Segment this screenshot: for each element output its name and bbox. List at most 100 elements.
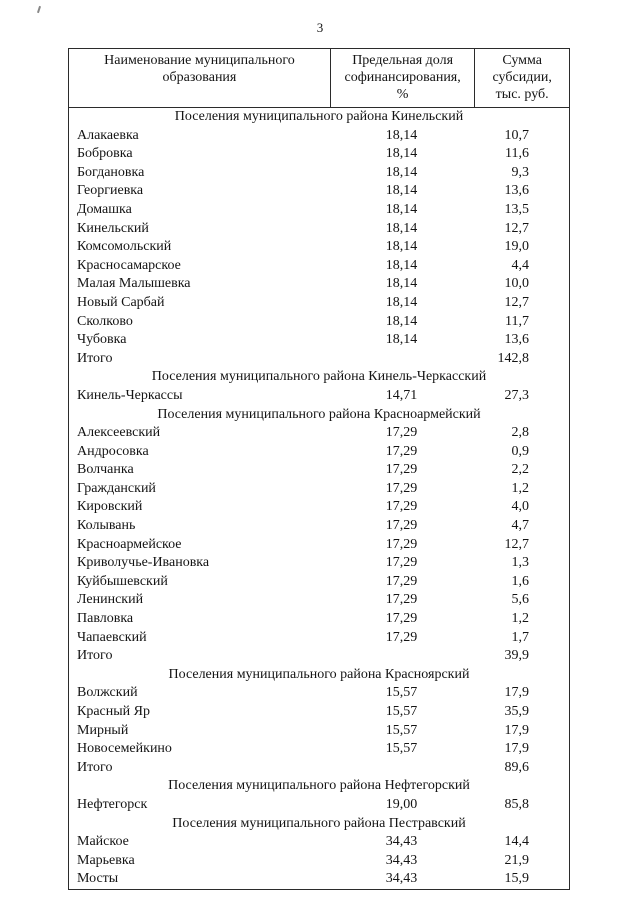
cofinancing-share-value: 34,43 [385,852,418,868]
subsidy-sum-value: 1,3 [511,555,530,571]
subsidy-sum-value: 27,3 [504,387,530,403]
cofinancing-share-value: 17,29 [385,592,418,608]
subsidy-sum-value: 2,2 [511,462,530,478]
section-title-row: Поселения муниципального района Красноар… [157,406,481,422]
subsidy-sum-value: 4,7 [511,518,530,534]
municipality-name: Кинель-Черкассы [77,387,183,403]
subsidy-sum-value: 9,3 [511,164,530,180]
page-number: 3 [316,20,324,35]
subsidy-sum-value: 19,0 [504,239,530,255]
cofinancing-share-value: 18,14 [385,220,418,236]
total-row: Итого 39,9 [69,647,569,666]
data-row: Мосты 34,43 15,9 [69,870,569,889]
municipality-name: Новый Сарбай [77,294,165,310]
cofinancing-share-value: 17,29 [385,611,418,627]
cofinancing-share-value: 18,14 [385,257,418,273]
municipality-name: Волжский [77,685,138,701]
total-row: Итого 89,6 [69,759,569,778]
subsidy-sum-value: 13,5 [504,201,530,217]
cofinancing-share-value: 17,29 [385,629,418,645]
data-row: Богдановка 18,14 9,3 [69,164,569,183]
municipality-name: Домашка [77,201,132,217]
data-row: Волчанка 17,29 2,2 [69,461,569,480]
data-row: Красноармейское 17,29 12,7 [69,536,569,555]
cofinancing-share-value: 15,57 [385,685,418,701]
data-row: Сколково 18,14 11,7 [69,313,569,332]
municipality-name: Кировский [77,499,143,515]
municipality-name: Андросовка [77,443,149,459]
data-row: Мирный 15,57 17,9 [69,722,569,741]
municipality-name: Богдановка [77,164,145,180]
section-title-row: Поселения муниципального района Кинельск… [174,109,464,124]
data-row: Майское 34,43 14,4 [69,833,569,852]
cofinancing-share-value: 17,29 [385,573,418,589]
data-row: Волжский 15,57 17,9 [69,684,569,703]
scan-artifact [36,5,42,14]
data-row: Колывань 17,29 4,7 [69,517,569,536]
subsidy-sum-value: 35,9 [504,704,530,719]
cofinancing-share-value: 17,29 [385,480,418,496]
data-row: Красносамарское 18,14 4,4 [69,257,569,276]
data-row: Чапаевский 17,29 1,7 [69,629,569,648]
header-cofinancing-share: Предельная доля софинансирования, % [329,49,474,107]
data-row: Гражданский 17,29 1,2 [69,480,569,499]
cofinancing-share-value: 15,57 [385,722,418,738]
data-row: Андросовка 17,29 0,9 [69,443,569,462]
subsidy-sum-value: 11,7 [505,313,529,329]
municipality-name: Колывань [77,518,136,534]
municipality-name: Криволучье-Ивановка [77,555,210,571]
subsidy-sum-value: 1,2 [511,611,530,627]
cofinancing-share-value: 18,14 [385,332,418,348]
data-row: Кинельский 18,14 12,7 [69,220,569,239]
subsidy-sum-value: 2,8 [511,425,530,441]
municipality-name: Георгиевка [77,183,144,199]
municipality-name: Итого [77,759,113,775]
municipality-name: Комсомольский [77,239,172,255]
data-row: Криволучье-Ивановка 17,29 1,3 [69,554,569,573]
data-row: Домашка 18,14 13,5 [69,201,569,220]
header-subsidy-sum: Сумма субсидии, тыс. руб. [474,49,569,107]
municipality-name: Волчанка [77,462,134,478]
data-row: Новый Сарбай 18,14 12,7 [69,294,569,313]
municipality-name: Марьевка [77,852,135,868]
municipality-name: Ленинский [77,592,144,608]
municipality-name: Алакаевка [77,127,139,143]
data-row: Нефтегорск 19,00 85,8 [69,796,569,815]
subsidy-table: Наименование муниципального образования … [68,48,570,890]
subsidy-sum-value: 17,9 [504,722,530,738]
subsidy-sum-value: 4,4 [511,257,530,273]
total-row: Итого 142,8 [69,350,569,369]
table-header-row: Наименование муниципального образования … [68,48,570,108]
municipality-name: Малая Малышевка [77,276,191,292]
table-body: Поселения муниципального района Кинельск… [68,108,570,889]
subsidy-sum-value: 14,4 [504,834,530,850]
cofinancing-share-value [329,647,474,666]
subsidy-sum-value: 39,9 [504,648,530,664]
cofinancing-share-value: 17,29 [385,462,418,478]
cofinancing-share-value: 14,71 [385,387,418,403]
cofinancing-share-value: 18,14 [385,201,418,217]
subsidy-sum-value: 0,9 [511,443,530,459]
data-row: Марьевка 34,43 21,9 [69,852,569,871]
subsidy-sum-value: 142,8 [497,350,530,366]
municipality-name: Майское [77,834,129,850]
cofinancing-share-value: 15,57 [385,741,418,757]
municipality-name: Итого [77,648,113,664]
subsidy-sum-value: 1,6 [511,573,530,589]
municipality-name: Красный Яр [77,704,150,719]
subsidy-sum-value: 4,0 [511,499,530,515]
cofinancing-share-value: 18,14 [385,127,418,143]
subsidy-sum-value: 12,7 [504,536,530,552]
municipality-name: Красносамарское [77,257,181,273]
municipality-name: Сколково [77,313,133,329]
municipality-name: Павловка [77,611,134,627]
cofinancing-share-value: 19,00 [385,796,418,812]
data-row: Алакаевка 18,14 10,7 [69,127,569,146]
section-title-row: Поселения муниципального района Краснояр… [168,666,470,682]
cofinancing-share-value: 18,14 [385,146,418,162]
subsidy-sum-value: 1,2 [511,480,530,496]
municipality-name: Куйбышевский [77,573,168,589]
subsidy-sum-value: 13,6 [504,332,530,348]
data-row: Бобровка 18,14 11,6 [69,145,569,164]
cofinancing-share-value: 18,14 [385,313,418,329]
